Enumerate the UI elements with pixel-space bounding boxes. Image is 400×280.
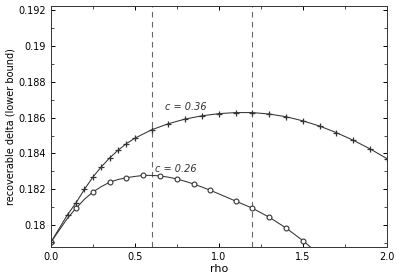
- X-axis label: rho: rho: [210, 264, 228, 274]
- Y-axis label: recoverable delta (lower bound): recoverable delta (lower bound): [6, 48, 16, 205]
- Text: c = 0.36: c = 0.36: [165, 102, 207, 111]
- Text: c = 0.26: c = 0.26: [155, 164, 196, 174]
